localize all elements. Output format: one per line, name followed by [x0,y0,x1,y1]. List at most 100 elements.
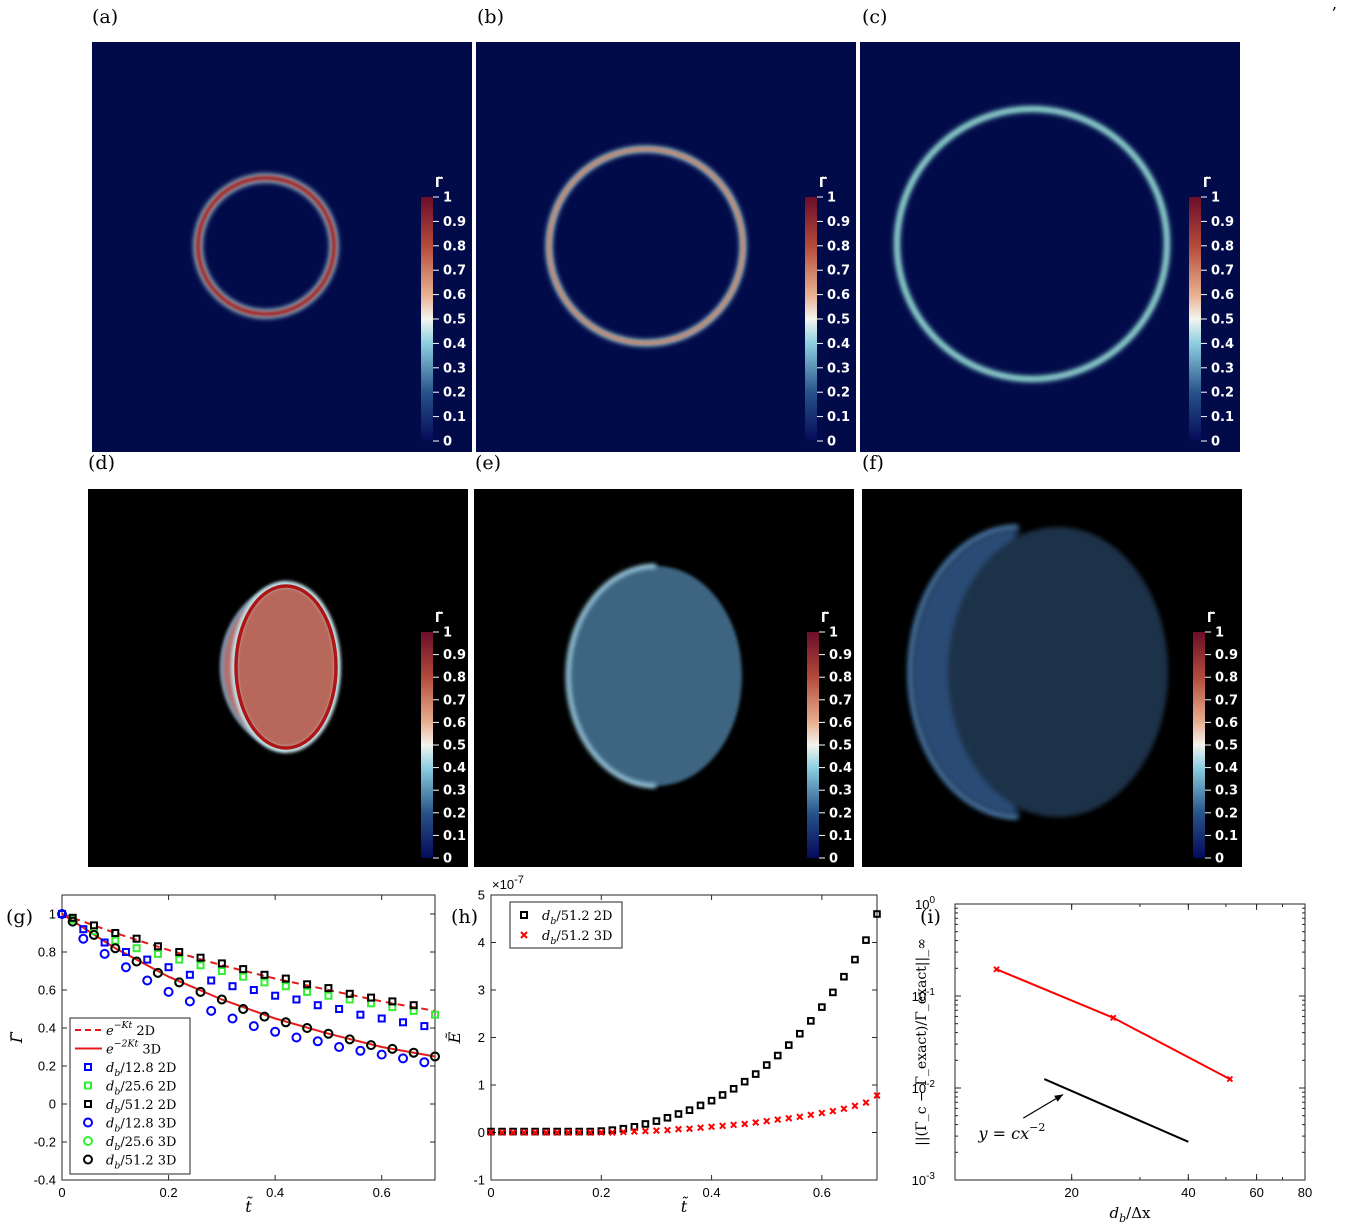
colorbar-tick-label: 0.4 [829,761,852,776]
y-tick-label: -1 [473,1173,485,1188]
data-point [259,1011,270,1022]
x-tick-label: 40 [1181,1185,1195,1200]
data-point [164,963,173,972]
y-tick-label: 10-1 [912,987,936,1004]
data-point [774,1116,782,1124]
data-point [366,1040,377,1051]
y-tick-label: 1 [478,1078,485,1093]
colorbar-tick-label: 0.6 [1211,288,1234,303]
series-0 [487,910,881,1136]
colorbar-tick-label: 0.9 [443,215,466,230]
data-point [121,948,130,956]
data-point [630,1128,638,1136]
data-point [217,959,226,968]
colorbar-tick-label: 0.7 [1211,264,1234,279]
data-point [132,934,141,943]
data-point [873,1091,881,1099]
colorbar-tick-label: 0.6 [443,288,466,303]
colorbar-tick-label: 0.7 [829,693,852,708]
legend-swatch [83,1136,93,1146]
y-tick-label: 5 [478,888,485,903]
data-point [78,933,89,944]
data-point [175,955,184,964]
colorbar-title: Γ̃ [1203,176,1211,191]
data-point [110,943,121,954]
cross-stroke [674,1125,682,1133]
legend-entry: e−Kt 2D [106,1020,155,1039]
colorbar-tick-label: 0.4 [827,337,850,352]
data-point [238,1004,249,1014]
data-point [818,1109,826,1117]
data-point [630,1123,639,1131]
data-point [663,1126,671,1134]
data-point [509,1127,517,1136]
data-point [586,1127,595,1136]
colorbar-tick-label: 0.9 [1211,215,1234,230]
colorbar-title: Γ̃ [821,611,829,626]
colorbar-tick-label: 0.8 [443,671,466,686]
cross-stroke [608,1128,616,1137]
data-point [641,1127,649,1135]
colorbar-tick-label: 0.3 [827,361,850,376]
data-point [520,1127,528,1136]
data-point [597,1128,605,1137]
cross-stroke [1226,1075,1234,1083]
colorbar-tick-label: 0.8 [1215,671,1238,686]
exponent-label: ×10-7 [492,874,524,892]
data-point [641,1120,650,1128]
data-point [377,1014,386,1023]
colorbar-tick-label: 1 [1211,191,1220,206]
series-5 [67,916,440,1062]
cross-stroke [498,1128,506,1137]
colorbar-tick-label: 0.5 [829,739,852,754]
cross-stroke [542,1128,550,1137]
data-point [619,1128,627,1136]
data-point [575,1127,584,1136]
data-point [652,1127,660,1135]
legend-entry: db/12.8 2D [106,1061,176,1079]
cross-stroke [785,1114,793,1122]
reference-line-1 [61,913,436,1058]
colorbar-gradient [807,632,819,858]
colorbars: Γ̃10.90.80.70.60.50.40.30.20.10Γ̃10.90.8… [421,176,1238,867]
data-point [399,1018,408,1027]
data-point [260,970,269,979]
plot-g: 0 0.2 0.4 0.6 -0.4 -0.2 0 0.2 0.4 0.6 0.8 1 t̃ Γ̃ e−Kt… [7,894,440,1216]
y-axis-label: Γ̃ [7,1031,26,1044]
data-point [520,1128,528,1137]
colorbar-tick-label: 0 [443,852,452,867]
data-point [652,1117,661,1125]
data-point [408,1047,419,1058]
colorbar-title: Γ̃ [435,611,443,626]
cross-stroke [752,1119,760,1127]
data-point [248,1021,259,1032]
cross-stroke [641,1127,649,1135]
colorbar-4: Γ̃1 0.9 0.8 0.7 0.6 0.5 0.4 0.3 0.2 0.1 0 [807,611,852,867]
colorbar-gradient [1189,197,1201,441]
cross-stroke [487,1128,495,1137]
data-point [851,955,859,964]
colorbar-0: Γ̃1 0.9 0.8 0.7 0.6 0.5 0.4 0.3 0.2 0.1 0 [421,176,466,450]
data-point [131,956,142,967]
colorbar-tick-label: 0.2 [1215,806,1238,821]
data-point [862,936,870,944]
colorbar-tick-label: 1 [443,626,452,641]
x-tick-label: 0 [58,1185,65,1200]
data-point [260,978,269,987]
data-point [487,1128,495,1137]
legend-swatch [520,911,528,919]
colorbar-tick-label: 0.9 [443,648,466,663]
x-axis-label: db/Δx [1109,1204,1151,1225]
colorbar-tick-label: 0 [829,852,838,867]
colorbar-tick-label: 0.1 [443,410,466,425]
data-point [542,1127,550,1136]
panel-b-field [476,42,856,452]
data-point [303,987,312,996]
x-tick-label: 80 [1298,1185,1312,1200]
data-point [829,1107,837,1115]
y-tick-label: 0.2 [38,1059,56,1074]
y-tick-label: 10-2 [912,1079,936,1096]
panel-label-i: (i) [920,906,941,928]
cross-stroke [796,1113,804,1121]
